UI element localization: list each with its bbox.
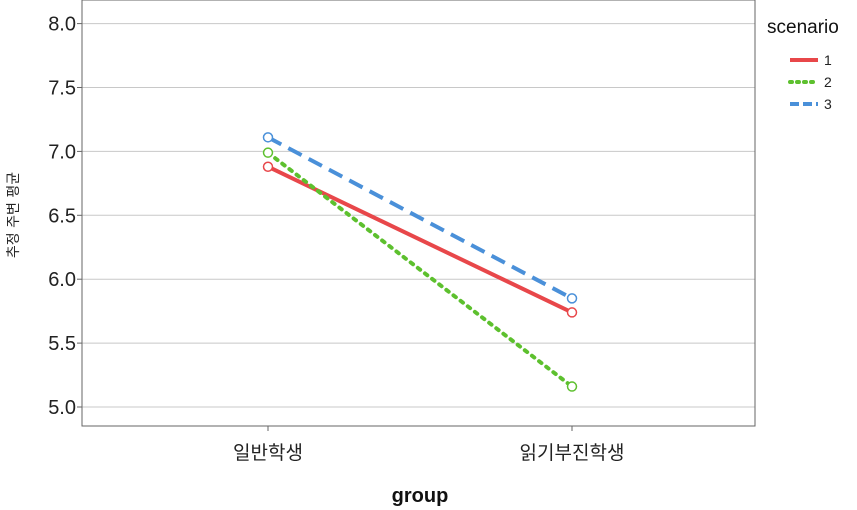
series-line-3 bbox=[267, 135, 573, 301]
data-point-2 bbox=[262, 147, 274, 158]
x-axis-label: group bbox=[392, 485, 449, 507]
data-point-3 bbox=[566, 293, 578, 304]
y-tick-label: 6.0 bbox=[48, 269, 76, 291]
legend-label-1: 1 bbox=[824, 52, 832, 68]
y-axis-label: 추정 주변 평균 bbox=[6, 172, 22, 258]
y-axis-ticks: 5.0 5.5 6.0 6.5 7.0 7.5 8.0 bbox=[48, 14, 82, 419]
legend: scenario 1 2 3 bbox=[767, 17, 839, 112]
y-tick-label: 7.0 bbox=[48, 141, 76, 163]
legend-title: scenario bbox=[767, 17, 839, 38]
x-category-label: 일반학생 bbox=[233, 442, 303, 464]
legend-label-3: 3 bbox=[824, 96, 832, 112]
x-axis-categories: 일반학생 읽기부진학생 bbox=[233, 426, 624, 464]
series-line-2 bbox=[266, 150, 574, 389]
plot-frame bbox=[81, 0, 756, 427]
y-tick-label: 5.0 bbox=[48, 397, 76, 419]
y-tick-label: 8.0 bbox=[48, 14, 76, 36]
y-tick-label: 7.5 bbox=[48, 78, 76, 100]
data-point-2 bbox=[566, 381, 578, 392]
legend-label-2: 2 bbox=[824, 74, 832, 90]
data-point-3 bbox=[262, 132, 274, 143]
y-tick-label: 6.5 bbox=[48, 205, 76, 227]
data-point-1 bbox=[566, 307, 578, 318]
gridlines bbox=[82, 23, 755, 408]
series-lines bbox=[262, 132, 578, 392]
data-point-1 bbox=[262, 161, 274, 172]
x-category-label: 읽기부진학생 bbox=[520, 442, 625, 464]
y-tick-label: 5.5 bbox=[48, 333, 76, 355]
